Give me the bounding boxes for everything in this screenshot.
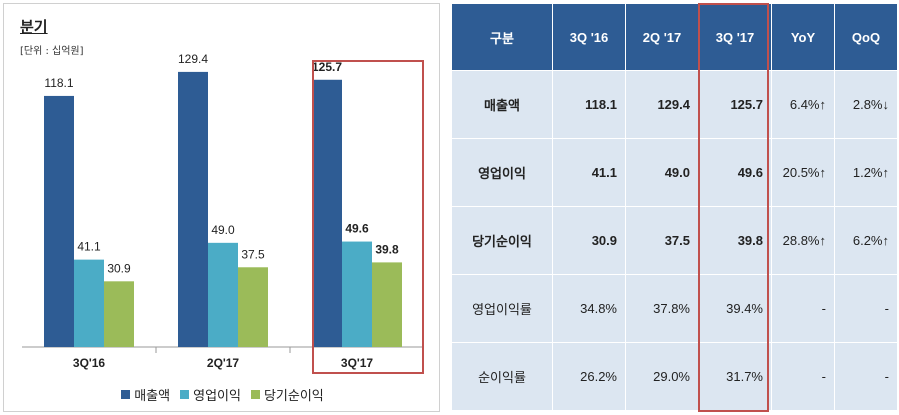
legend-label-net: 당기순이익 bbox=[263, 388, 324, 404]
cell-qoq: 1.2%↑ bbox=[834, 138, 898, 207]
table-row: 당기순이익 30.9 37.5 39.8 28.8%↑ 6.2%↑ bbox=[451, 206, 898, 275]
header-2q17: 2Q '17 bbox=[625, 3, 699, 71]
legend-swatch-sales bbox=[121, 389, 131, 399]
cell-3q16: 41.1 bbox=[552, 138, 626, 207]
bar-operating-2q17 bbox=[208, 242, 238, 347]
category-label-3q16: 3Q'16 bbox=[73, 356, 106, 370]
data-label-sales-3q17: 125.7 bbox=[312, 60, 342, 74]
data-label-sales-2q17: 129.4 bbox=[178, 52, 208, 66]
data-label-net-3q16: 30.9 bbox=[107, 261, 131, 275]
legend-label-sales: 매출액 bbox=[134, 388, 171, 404]
cell-yoy: 6.4%↑ bbox=[771, 70, 835, 139]
data-label-net-3q17: 39.8 bbox=[375, 242, 399, 256]
category-label-3q17: 3Q'17 bbox=[341, 356, 374, 370]
category-label-2q17: 2Q'17 bbox=[207, 356, 240, 370]
cell-2q17: 129.4 bbox=[625, 70, 699, 139]
cell-qoq: - bbox=[834, 342, 898, 411]
bar-net-3q17 bbox=[372, 262, 402, 347]
header-3q16: 3Q '16 bbox=[552, 3, 626, 71]
cell-2q17: 37.5 bbox=[625, 206, 699, 275]
data-label-sales-3q16: 118.1 bbox=[44, 76, 73, 90]
cell-yoy: 20.5%↑ bbox=[771, 138, 835, 207]
summary-table-panel: 구분 3Q '16 2Q '17 3Q '17 YoY QoQ 매출액 118.… bbox=[451, 3, 898, 412]
header-category: 구분 bbox=[451, 3, 553, 71]
cell-3q17: 39.8 bbox=[698, 206, 772, 275]
cell-3q17: 31.7% bbox=[698, 342, 772, 411]
bar-net-2q17 bbox=[238, 267, 268, 347]
data-label-operating-3q16: 41.1 bbox=[77, 240, 101, 254]
header-qoq: QoQ bbox=[834, 3, 898, 71]
bar-sales-2q17 bbox=[178, 71, 208, 347]
cell-3q17: 125.7 bbox=[698, 70, 772, 139]
row-label: 영업이익률 bbox=[451, 274, 553, 343]
cell-3q17: 39.4% bbox=[698, 274, 772, 343]
table-header-row: 구분 3Q '16 2Q '17 3Q '17 YoY QoQ bbox=[451, 3, 898, 71]
cell-3q16: 30.9 bbox=[552, 206, 626, 275]
row-label: 당기순이익 bbox=[451, 206, 553, 275]
legend-swatch-net bbox=[250, 389, 260, 399]
cell-qoq: - bbox=[834, 274, 898, 343]
legend-item-net: 당기순이익 bbox=[250, 385, 324, 404]
table-row: 순이익률 26.2% 29.0% 31.7% - - bbox=[451, 342, 898, 411]
cell-2q17: 37.8% bbox=[625, 274, 699, 343]
bar-sales-3q17 bbox=[312, 79, 342, 347]
cell-2q17: 49.0 bbox=[625, 138, 699, 207]
bar-sales-3q16 bbox=[44, 95, 74, 347]
row-label: 순이익률 bbox=[451, 342, 553, 411]
legend-item-operating: 영업이익 bbox=[180, 385, 241, 404]
data-label-net-2q17: 37.5 bbox=[241, 247, 265, 261]
data-label-operating-2q17: 49.0 bbox=[211, 223, 235, 237]
bar-chart: 118.1 41.1 30.9 3Q'16 129.4 49.0 37.5 2Q'17 125.… bbox=[22, 52, 424, 370]
chart-legend: 매출액 영업이익 당기순이익 bbox=[4, 384, 441, 404]
chart-unit: [단위 : 십억원] bbox=[20, 46, 84, 57]
chart-title: 분기 bbox=[20, 18, 48, 36]
bar-net-3q16 bbox=[104, 281, 134, 347]
cell-3q17: 49.6 bbox=[698, 138, 772, 207]
legend-label-operating: 영업이익 bbox=[193, 388, 241, 404]
cell-yoy: - bbox=[771, 274, 835, 343]
cell-yoy: - bbox=[771, 342, 835, 411]
summary-table: 구분 3Q '16 2Q '17 3Q '17 YoY QoQ 매출액 118.… bbox=[451, 3, 898, 411]
cell-3q16: 118.1 bbox=[552, 70, 626, 139]
cell-3q16: 26.2% bbox=[552, 342, 626, 411]
table-row: 영업이익률 34.8% 37.8% 39.4% - - bbox=[451, 274, 898, 343]
cell-3q16: 34.8% bbox=[552, 274, 626, 343]
data-label-operating-3q17: 49.6 bbox=[345, 222, 369, 236]
legend-item-sales: 매출액 bbox=[121, 385, 170, 404]
cell-yoy: 28.8%↑ bbox=[771, 206, 835, 275]
bar-operating-3q16 bbox=[74, 259, 104, 347]
header-yoy: YoY bbox=[771, 3, 835, 71]
quarterly-chart-panel: 분기 [단위 : 십억원] 118.1 41.1 30.9 3Q'16 129.4 49.… bbox=[3, 3, 440, 412]
header-3q17: 3Q '17 bbox=[698, 3, 772, 71]
table-row: 영업이익 41.1 49.0 49.6 20.5%↑ 1.2%↑ bbox=[451, 138, 898, 207]
cell-2q17: 29.0% bbox=[625, 342, 699, 411]
legend-swatch-operating bbox=[180, 389, 190, 399]
table-row: 매출액 118.1 129.4 125.7 6.4%↑ 2.8%↓ bbox=[451, 70, 898, 139]
row-label: 영업이익 bbox=[451, 138, 553, 207]
bar-operating-3q17 bbox=[342, 241, 372, 347]
row-label: 매출액 bbox=[451, 70, 553, 139]
cell-qoq: 2.8%↓ bbox=[834, 70, 898, 139]
cell-qoq: 6.2%↑ bbox=[834, 206, 898, 275]
